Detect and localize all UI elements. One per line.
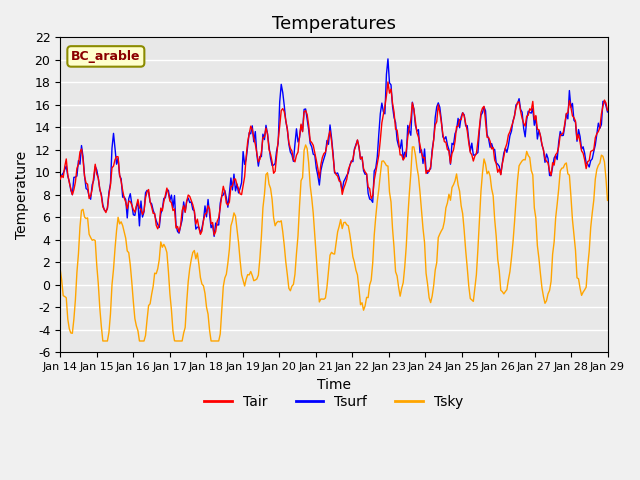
X-axis label: Time: Time (317, 377, 351, 392)
Text: BC_arable: BC_arable (71, 50, 141, 63)
Legend: Tair, Tsurf, Tsky: Tair, Tsurf, Tsky (199, 389, 469, 415)
Y-axis label: Temperature: Temperature (15, 151, 29, 239)
Title: Temperatures: Temperatures (272, 15, 396, 33)
